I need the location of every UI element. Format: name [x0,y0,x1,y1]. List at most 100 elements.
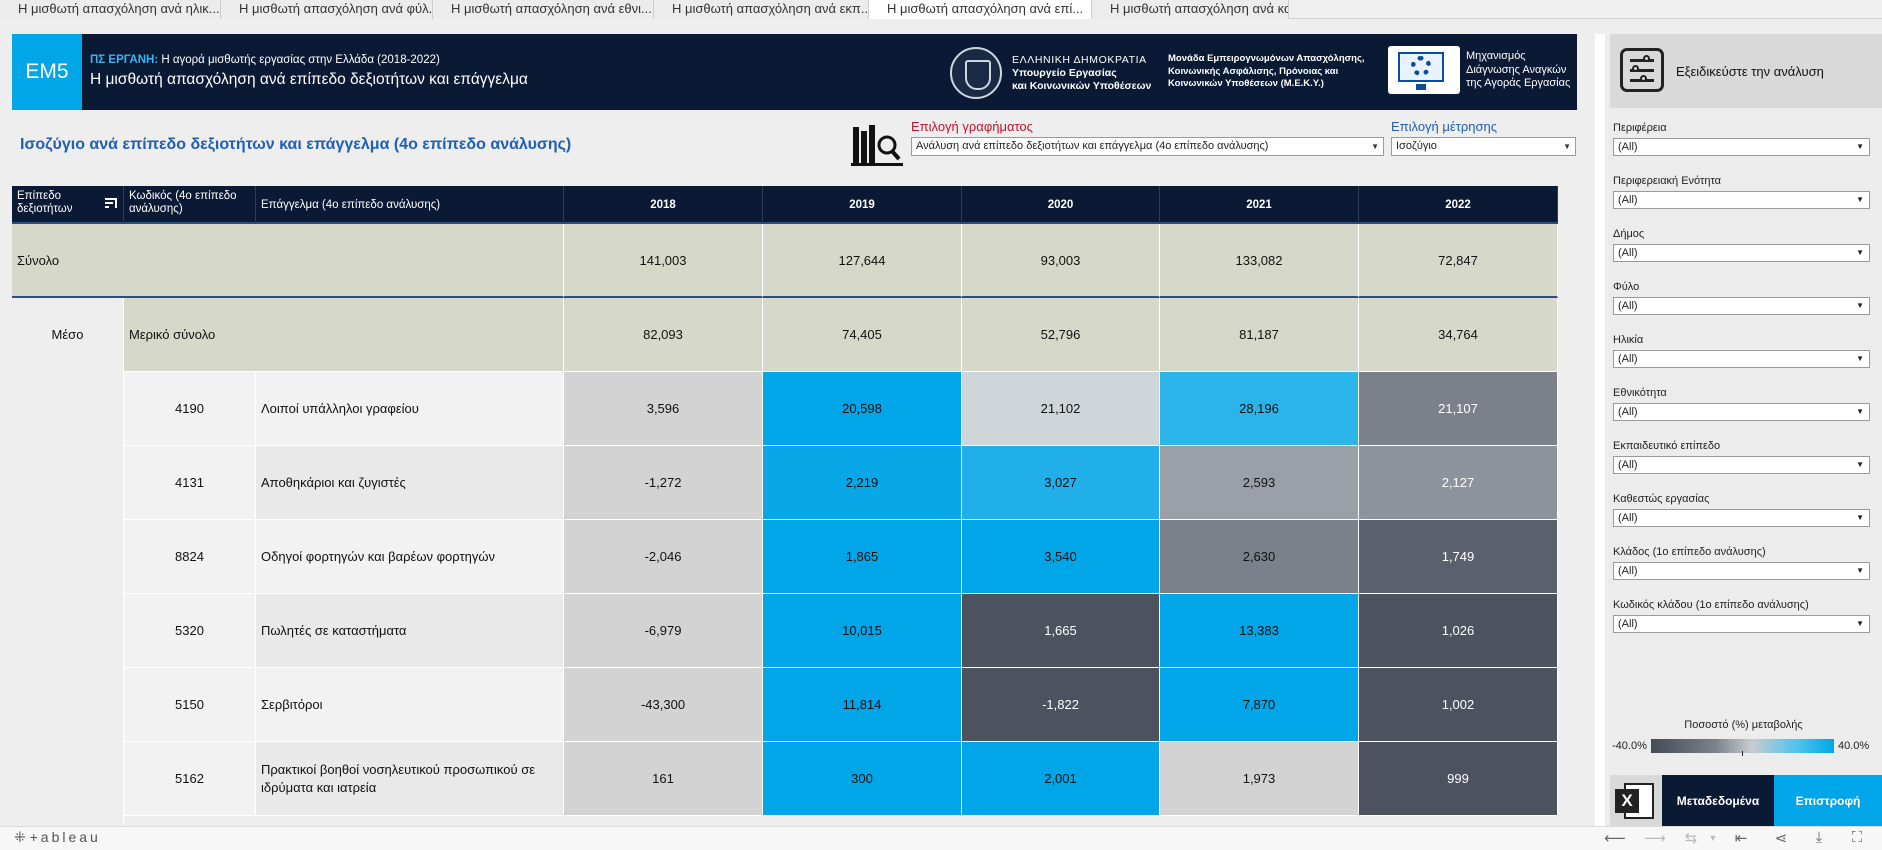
heatmap-cell[interactable]: 161 [564,742,763,816]
occupation-name-cell: Λοιποί υπάλληλοι γραφείου [256,372,564,446]
col-header-year[interactable]: 2018 [564,186,763,224]
heatmap-cell[interactable]: -43,300 [564,668,763,742]
filter-dropdown[interactable]: (All) ▼ [1613,297,1870,315]
filter-panel-header: Εξειδικεύστε την ανάλυση [1610,34,1882,108]
heatmap-cell[interactable]: 2,593 [1160,446,1359,520]
heatmap-cell[interactable]: 999 [1359,742,1558,816]
col-header-year[interactable]: 2022 [1359,186,1558,224]
color-legend-bar [1651,739,1834,753]
heatmap-cell[interactable]: 11,814 [763,668,962,742]
excel-download-icon[interactable]: X [1610,775,1662,827]
heatmap-cell[interactable]: 20,598 [763,372,962,446]
color-legend-min: -40.0% [1612,740,1647,752]
filter-dropdown[interactable]: (All) ▼ [1613,244,1870,262]
heatmap-cell[interactable]: -6,979 [564,594,763,668]
subtotal-row-value: 52,796 [962,298,1160,372]
sliders-icon [1620,48,1664,92]
filter-dropdown[interactable]: (All) ▼ [1613,403,1870,421]
sheet-tab[interactable]: Η μισθωτή απασχόληση ανά επί... [869,0,1092,19]
sheet-tab[interactable]: Η μισθωτή απασχόληση ανά ηλικ... [0,0,221,19]
measure-select-dropdown[interactable]: Ισοζύγιο ▼ [1391,137,1576,156]
filter-label: Ηλικία [1613,334,1644,346]
heatmap-cell[interactable]: 3,027 [962,446,1160,520]
heatmap-cell[interactable]: 28,196 [1160,372,1359,446]
sheet-tab[interactable]: Η μισθωτή απασχόληση ανά εκπ... [654,0,869,19]
heatmap-cell[interactable]: 2,630 [1160,520,1359,594]
heatmap-cell[interactable]: 1,865 [763,520,962,594]
tableau-toolbar: ⁜ +ableau ⟵ ⟶ ⇆ ▼ ⇤ ⋖ ⤓ ⛶ [0,826,1882,850]
col-header-occupation[interactable]: Επάγγελμα (4ο επίπεδο ανάλυσης) [256,186,564,224]
filter-dropdown[interactable]: (All) ▼ [1613,509,1870,527]
filter-dropdown[interactable]: (All) ▼ [1613,456,1870,474]
filter-dropdown[interactable]: (All) ▼ [1613,191,1870,209]
filter-dropdown[interactable]: (All) ▼ [1613,615,1870,633]
subtotal-row-value: 74,405 [763,298,962,372]
color-legend-title: Ποσοστό (%) μεταβολής [1684,719,1803,731]
col-header-code[interactable]: Κωδικός (4ο επίπεδο ανάλυσης) [124,186,256,224]
col-header-year[interactable]: 2020 [962,186,1160,224]
occupation-code-cell: 5162 [124,742,256,816]
metadata-button[interactable]: Μεταδεδομένα [1662,775,1774,827]
filter-label: Εκπαιδευτικό επίπεδο [1613,440,1721,452]
back-button[interactable]: Επιστροφή [1774,775,1882,827]
sheet-tab[interactable]: Η μισθωτή απασχόληση ανά εθνι... [433,0,654,19]
heatmap-cell[interactable]: 21,107 [1359,372,1558,446]
measure-select-label: Επιλογή μέτρησης [1391,119,1497,134]
heatmap-cell[interactable]: -1,822 [962,668,1160,742]
filter-dropdown[interactable]: (All) ▼ [1613,350,1870,368]
filter-dropdown[interactable]: (All) ▼ [1613,562,1870,580]
revert-icon[interactable]: ⇆ [1684,830,1698,847]
dashboard-canvas: EM5 ΠΣ ΕΡΓΑΝΗ: Η αγορά μισθωτής εργασίας… [0,19,1882,827]
occupation-name-cell: Σερβιτόροι [256,668,564,742]
sheet-tab[interactable]: Η μισθωτή απασχόληση ανά φύλ... [221,0,433,19]
color-legend-max: 40.0% [1838,740,1870,752]
heatmap-cell[interactable]: 13,383 [1160,594,1359,668]
tableau-logo[interactable]: ⁜ +ableau [14,829,101,845]
col-header-year[interactable]: 2021 [1160,186,1359,224]
redo-icon[interactable]: ⟶ [1644,830,1666,847]
fullscreen-icon[interactable]: ⛶ [1851,829,1863,846]
heatmap-cell[interactable]: 3,596 [564,372,763,446]
heatmap-cell[interactable]: 1,749 [1359,520,1558,594]
revert-menu-chevron-icon[interactable]: ▼ [1708,833,1718,843]
chevron-down-icon: ▼ [1563,142,1571,151]
filter-dropdown[interactable]: (All) ▼ [1613,138,1870,156]
filter-label: Εθνικότητα [1613,387,1667,399]
heatmap-cell[interactable]: 1,665 [962,594,1160,668]
heatmap-cell[interactable]: 1,002 [1359,668,1558,742]
download-icon[interactable]: ⤓ [1815,829,1823,846]
sort-icon[interactable] [105,198,117,208]
chart-select-dropdown[interactable]: Ανάλυση ανά επίπεδο δεξιοτήτων και επάγγ… [911,137,1384,156]
chevron-down-icon: ▼ [1856,619,1864,628]
undo-icon[interactable]: ⟵ [1604,830,1626,847]
subtotal-row-value: 82,093 [564,298,763,372]
heatmap-cell[interactable]: 21,102 [962,372,1160,446]
col-header-year[interactable]: 2019 [763,186,962,224]
heatmap-cell[interactable]: 300 [763,742,962,816]
reset-icon[interactable]: ⇤ [1734,830,1748,847]
total-row-value: 141,003 [564,224,763,298]
heatmap-cell[interactable]: 2,001 [962,742,1160,816]
heatmap-cell[interactable]: 2,127 [1359,446,1558,520]
library-search-icon [851,125,903,166]
filter-label: Κλάδος (1ο επίπεδο ανάλυσης) [1613,546,1766,558]
share-icon[interactable]: ⋖ [1774,830,1788,847]
occupation-name-cell: Πωλητές σε καταστήματα [256,594,564,668]
greek-republic-seal-logo [950,47,1002,99]
chevron-down-icon: ▼ [1856,407,1864,416]
col-header-skill-level[interactable]: Επίπεδο δεξιοτήτων [12,186,124,224]
heatmap-cell[interactable]: 10,015 [763,594,962,668]
total-row-label: Σύνολο [12,224,564,298]
heatmap-cell[interactable]: 2,219 [763,446,962,520]
heatmap-cell[interactable]: 3,540 [962,520,1160,594]
chart-title: Ισοζύγιο ανά επίπεδο δεξιοτήτων και επάγ… [20,136,572,153]
dashboard-subtitle: ΠΣ ΕΡΓΑΝΗ: Η αγορά μισθωτής εργασίας στη… [90,54,440,66]
heatmap-cell[interactable]: -2,046 [564,520,763,594]
heatmap-cell[interactable]: 1,026 [1359,594,1558,668]
dashboard-title: Η μισθωτή απασχόληση ανά επίπεδο δεξιοτή… [90,71,528,88]
heatmap-cell[interactable]: -1,272 [564,446,763,520]
heatmap-cell[interactable]: 1,973 [1160,742,1359,816]
skill-level-cell: Μέσο [12,298,124,826]
sheet-tab[interactable]: Η μισθωτή απασχόληση ανά καθ... [1092,0,1289,19]
heatmap-cell[interactable]: 7,870 [1160,668,1359,742]
